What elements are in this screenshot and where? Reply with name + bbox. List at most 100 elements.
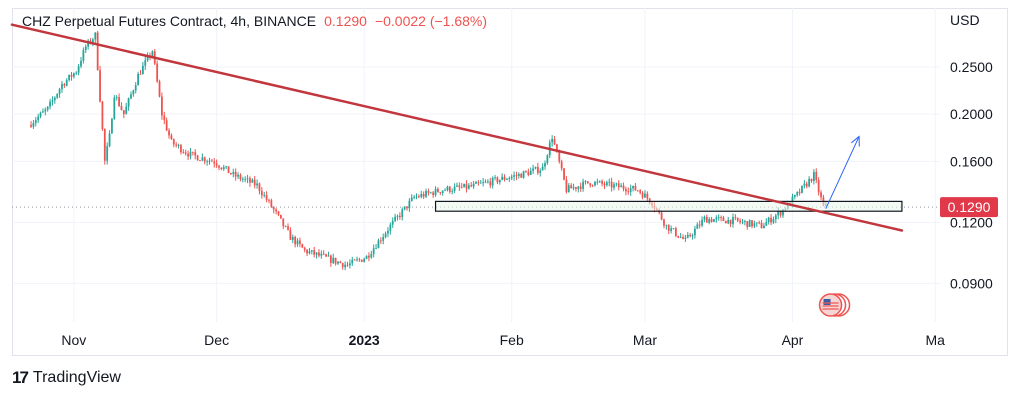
candle-body: [632, 185, 634, 189]
candle-body: [232, 171, 235, 175]
candle-body: [772, 219, 775, 223]
candle-body: [218, 165, 220, 168]
candle-body: [644, 193, 646, 198]
candle-body: [249, 178, 251, 183]
candle-body: [470, 185, 473, 187]
candle-body: [268, 199, 270, 201]
candle-body: [370, 254, 373, 258]
candle-body: [303, 247, 306, 250]
candle-body: [713, 219, 715, 222]
candle-body: [729, 219, 732, 225]
candle-body: [291, 236, 294, 240]
candle-body: [346, 264, 349, 266]
candle-body: [63, 84, 66, 86]
candle-body: [272, 207, 275, 210]
axes: 0.2500 0.2000 0.1600 0.1200 0.0900 USD Nov Dec 2…: [61, 12, 998, 348]
candle-body: [239, 174, 242, 180]
support-zone-rectangle: [434, 200, 903, 212]
candle-body: [496, 177, 499, 183]
candle-body: [415, 196, 418, 198]
time-tick-label: Apr: [782, 332, 804, 348]
drawings[interactable]: [10, 23, 904, 232]
candle-body: [189, 151, 192, 157]
legend-last-price: 0.1290: [324, 13, 367, 29]
candle-body: [339, 261, 342, 264]
candle-body: [679, 237, 682, 238]
candle-body: [137, 73, 140, 86]
candle-body: [767, 217, 770, 223]
candle-body: [151, 51, 154, 57]
time-tick-label: Mar: [633, 332, 657, 348]
candle-body: [753, 223, 756, 227]
candle-body: [327, 255, 330, 257]
footer[interactable]: 17 TradingView: [12, 368, 121, 388]
candle-body: [722, 217, 725, 221]
candle-body: [791, 196, 794, 205]
candle-body: [534, 166, 537, 169]
candle-body: [639, 190, 642, 193]
candle-body: [353, 259, 356, 261]
candle-body: [532, 168, 535, 171]
candle-body: [118, 97, 120, 106]
candle-body: [287, 226, 289, 230]
candle-body: [591, 185, 594, 187]
candle-body: [425, 190, 427, 197]
candle-body: [536, 166, 539, 173]
candle-body: [82, 50, 85, 61]
candle-body: [227, 166, 230, 174]
candle-body: [127, 98, 130, 107]
candle-body: [796, 191, 799, 195]
tradingview-logo-icon: 17: [12, 368, 29, 387]
candle-body: [256, 183, 258, 186]
candle-body: [748, 220, 751, 227]
candle-body: [165, 120, 168, 131]
candle-body: [734, 217, 737, 218]
candle-body: [134, 85, 137, 91]
candle-body: [260, 190, 263, 196]
candle-body: [220, 167, 223, 170]
last-price-tag: [940, 197, 998, 218]
candle-body: [125, 106, 128, 115]
candle-body: [620, 185, 623, 188]
candle-body: [705, 216, 708, 223]
candle-body: [677, 235, 680, 238]
candle-body: [558, 151, 561, 162]
candle-body: [527, 171, 530, 175]
candle-body: [429, 192, 432, 194]
candle-body: [334, 257, 337, 264]
candle-body: [674, 228, 677, 236]
candle-body: [375, 248, 377, 249]
candle-body: [360, 259, 363, 262]
candle-body: [296, 240, 299, 245]
candle-body: [263, 194, 266, 196]
candle-body: [777, 211, 780, 216]
candle-body: [46, 106, 49, 110]
candle-body: [344, 264, 347, 268]
candle-body: [182, 152, 185, 154]
candle-body: [234, 171, 237, 177]
candle-body: [398, 215, 401, 218]
candle-body: [329, 255, 332, 263]
time-tick-label: Ma: [926, 332, 946, 348]
candle-body: [32, 123, 35, 127]
candle-body: [743, 221, 746, 222]
candle-body: [601, 181, 604, 184]
candle-body: [751, 220, 753, 227]
candle-body: [793, 194, 796, 197]
candle-body: [301, 244, 304, 248]
candle-body: [510, 176, 513, 179]
candle-body: [168, 130, 170, 136]
candle-body: [575, 187, 577, 189]
candle-body: [372, 248, 375, 255]
candle-body: [667, 224, 670, 231]
candle-body: [758, 222, 761, 224]
candle-body: [80, 60, 82, 67]
candle-body: [122, 110, 125, 115]
grid: [12, 8, 940, 322]
candle-body: [560, 161, 563, 169]
candle-body: [484, 181, 487, 183]
candle-body: [479, 182, 482, 184]
candle-body: [215, 163, 218, 166]
candle-body: [808, 178, 811, 187]
